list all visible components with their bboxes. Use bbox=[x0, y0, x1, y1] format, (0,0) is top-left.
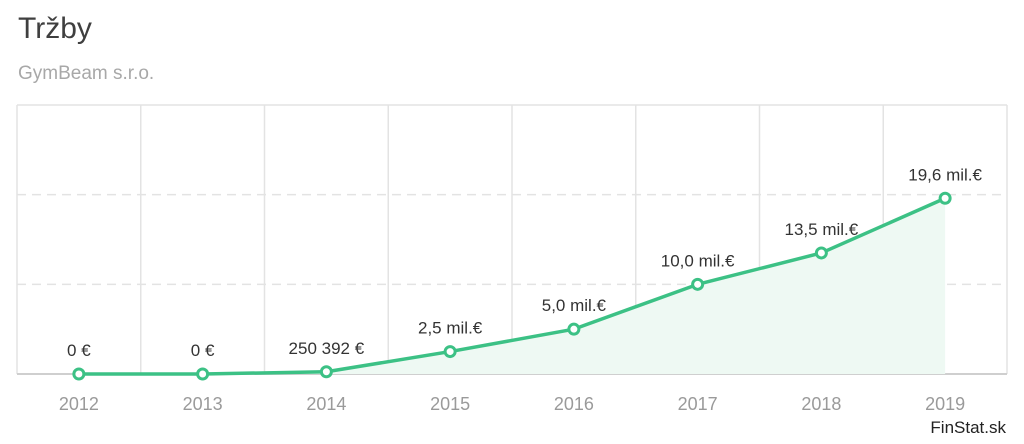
x-axis: 2012 2013 2014 2015 2016 2017 2018 2019 bbox=[59, 394, 965, 414]
data-label-2018: 13,5 mil.€ bbox=[785, 220, 859, 239]
data-label-2015: 2,5 mil.€ bbox=[418, 319, 483, 338]
line-layer bbox=[78, 196, 946, 376]
data-point-2012[interactable] bbox=[72, 367, 86, 381]
x-tick-label-2014: 2014 bbox=[306, 394, 346, 414]
data-label-2019: 19,6 mil.€ bbox=[908, 165, 982, 184]
x-tick-label-2017: 2017 bbox=[678, 394, 718, 414]
x-tick-label-2018: 2018 bbox=[801, 394, 841, 414]
x-tick-label-2015: 2015 bbox=[430, 394, 470, 414]
data-point-2015[interactable] bbox=[443, 345, 457, 359]
area-layer bbox=[78, 198, 946, 374]
x-tick-label-2013: 2013 bbox=[183, 394, 223, 414]
data-label-2014: 250 392 € bbox=[289, 339, 365, 358]
data-point-2018[interactable] bbox=[814, 246, 828, 260]
series-area bbox=[78, 198, 946, 374]
data-point-2014[interactable] bbox=[319, 365, 333, 379]
x-tick-label-2019: 2019 bbox=[925, 394, 965, 414]
data-label-2016: 5,0 mil.€ bbox=[542, 296, 607, 315]
series-line bbox=[78, 196, 946, 376]
data-point-2017[interactable] bbox=[691, 277, 705, 291]
marker-layer bbox=[72, 191, 952, 381]
data-point-2013[interactable] bbox=[196, 367, 210, 381]
data-label-2017: 10,0 mil.€ bbox=[661, 251, 735, 270]
data-point-2016[interactable] bbox=[567, 322, 581, 336]
chart-title: Tržby bbox=[18, 12, 92, 45]
x-tick-label-2016: 2016 bbox=[554, 394, 594, 414]
data-label-2013: 0 € bbox=[191, 341, 215, 360]
credit-link[interactable]: FinStat.sk bbox=[930, 418, 1006, 437]
x-tick-label-2012: 2012 bbox=[59, 394, 99, 414]
chart-subtitle: GymBeam s.r.o. bbox=[18, 63, 155, 84]
data-label-2012: 0 € bbox=[67, 341, 91, 360]
data-point-2019[interactable] bbox=[938, 191, 952, 205]
label-layer: 0 € 0 € 250 392 € 2,5 mil.€ 5,0 mil.€ 10,0 mi… bbox=[67, 165, 982, 360]
